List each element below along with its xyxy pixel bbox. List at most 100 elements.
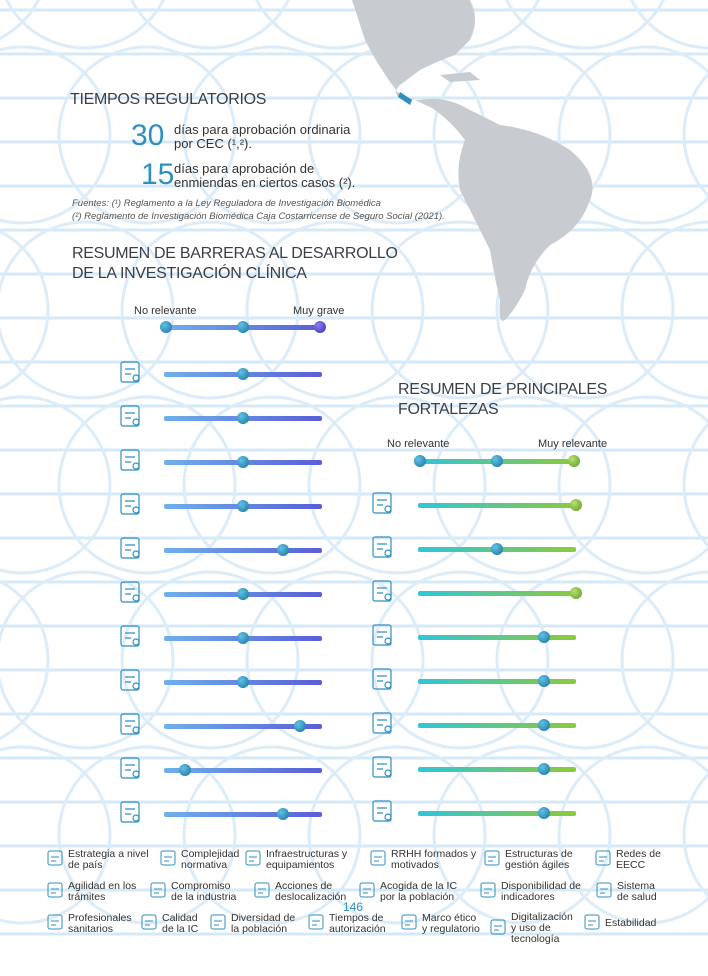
legend-item: Estructuras de gestión ágiles	[482, 848, 573, 871]
pattern-circle	[0, 395, 112, 575]
strengths-row-bar	[418, 631, 576, 643]
barriers-row-bar	[164, 808, 322, 820]
legend-icon	[399, 912, 419, 935]
pattern-circle	[245, 220, 425, 400]
legend-icon	[243, 848, 263, 871]
pattern-circle	[120, 220, 300, 400]
pattern-circle	[0, 579, 50, 741]
legend-icon	[45, 880, 65, 903]
strengths-title: RESUMEN DE PRINCIPALES FORTALEZAS	[398, 380, 607, 420]
regulatory-text-30: días para aprobación ordinaria por CEC (¹…	[174, 123, 350, 151]
legend-item: Acciones de deslocalización	[252, 880, 346, 903]
legend-label-line: Agilidad en los	[68, 879, 137, 892]
legend-label-line: de la industria	[171, 890, 237, 903]
legend-label-line: Tiempos de	[329, 911, 384, 924]
legend-item: Redes de EECC	[593, 848, 661, 871]
barriers-row-bar	[164, 456, 322, 468]
legend-item: Calidad de la IC	[139, 912, 198, 935]
pattern-circle	[182, 45, 362, 225]
strengths-row-bar	[418, 675, 576, 687]
text-line: días para aprobación de	[174, 161, 315, 176]
legend-label-line: Digitalización	[511, 911, 573, 923]
legend-label: Estructuras de gestión ágiles	[505, 847, 573, 871]
barriers-row-icon	[115, 533, 149, 567]
legend-item: RRHH formados y motivados	[368, 848, 476, 871]
strengths-row-bar	[418, 587, 582, 599]
title-line: RESUMEN DE PRINCIPALES	[398, 381, 608, 398]
scale-dot	[414, 455, 426, 467]
legend-label-line: sanitarios	[68, 922, 113, 935]
pattern-circle	[57, 45, 237, 225]
strengths-row-icon	[367, 708, 401, 742]
legend-icon	[45, 848, 65, 871]
source-1: Fuentes: (¹) Reglamento a la Ley Regulad…	[72, 198, 381, 209]
barriers-row-icon	[115, 621, 149, 655]
pattern-circle	[682, 72, 708, 198]
barriers-row-bar	[164, 368, 322, 380]
strengths-row-dot	[538, 807, 551, 819]
pattern-circle	[4, 0, 166, 50]
legend-label: Complejidad normativa	[181, 848, 239, 871]
pattern-circle	[182, 745, 362, 925]
legend-label-line: Disponibilidad de	[501, 879, 581, 892]
legend-label: Agilidad en los trámites	[68, 879, 137, 903]
legend-item: Complejidad normativa	[158, 848, 239, 871]
pattern-circle	[495, 570, 675, 750]
scale-dot	[160, 321, 172, 333]
legend-label-line: y uso de	[511, 922, 551, 934]
legend-label-line: tecnología	[511, 933, 560, 945]
legend-label-line: EECC	[616, 858, 646, 871]
legend-item: Digitalización y uso de tecnología	[488, 912, 573, 945]
barriers-row-icon	[115, 489, 149, 523]
legend-label: Acogida de la IC por la población	[380, 880, 457, 903]
legend-label-line: Diversidad de	[231, 911, 296, 924]
scale-dot	[568, 455, 580, 467]
legend-label: Estabilidad	[605, 918, 656, 929]
barriers-row-bar	[164, 764, 322, 776]
pattern-circle	[370, 570, 550, 750]
legend-icon	[306, 912, 326, 935]
strengths-row-dot	[538, 631, 551, 643]
barriers-row-icon	[115, 577, 149, 611]
legend-label-line: Acciones de	[275, 879, 333, 892]
barriers-row-bar	[164, 500, 322, 512]
pattern-circle	[182, 395, 362, 575]
legend-icon	[208, 912, 228, 935]
regulatory-number-15: 15	[141, 158, 175, 191]
legend-icon	[488, 917, 508, 940]
pattern-circle	[0, 570, 175, 750]
legend-label: Calidad de la IC	[162, 912, 198, 935]
barriers-row-dot	[237, 588, 249, 600]
legend-item: Estabilidad	[582, 912, 656, 935]
legend-item: Diversidad de la población	[208, 912, 295, 935]
pattern-circle	[57, 395, 237, 575]
legend-label-line: Marco ético	[422, 911, 477, 924]
barriers-row-icon	[115, 797, 149, 831]
pattern-circle	[629, 0, 708, 50]
text-line: por CEC (¹,²).	[174, 136, 252, 151]
strengths-row-dot	[538, 675, 551, 687]
text-line: días para aprobación ordinaria	[174, 122, 351, 137]
pattern-circle	[682, 772, 708, 898]
legend-label: Compromiso de la industria	[171, 880, 237, 903]
legend-icon	[148, 880, 168, 903]
barriers-row-bar	[164, 676, 322, 688]
legend-label-line: Estructuras de	[505, 847, 573, 860]
barriers-row-icon	[115, 357, 149, 391]
strengths-row-bar	[418, 719, 576, 731]
barriers-row-dot	[237, 412, 249, 424]
legend-icon	[252, 880, 272, 903]
barriers-row-bar	[164, 720, 322, 732]
pattern-circle	[370, 220, 550, 400]
pattern-circle	[495, 220, 675, 400]
pattern-circle	[504, 0, 666, 50]
pattern-circle	[120, 570, 300, 750]
legend-label: Tiempos de autorización	[329, 911, 386, 935]
strengths-row-icon	[367, 796, 401, 830]
legend-label: Diversidad de la población	[231, 911, 296, 935]
pattern-circle	[0, 220, 175, 400]
barriers-row-dot	[293, 720, 306, 732]
pattern-circle	[620, 570, 708, 750]
legend-icon	[582, 912, 602, 935]
legend-item: Agilidad en los trámites	[45, 880, 136, 903]
